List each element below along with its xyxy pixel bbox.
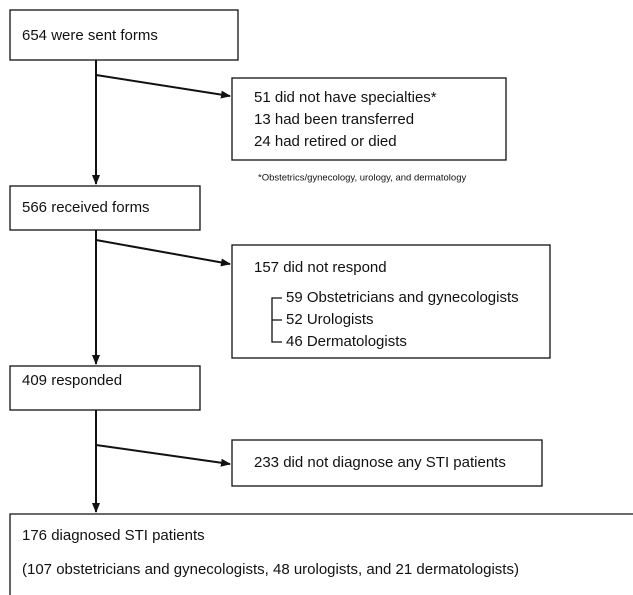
branch-arrow bbox=[95, 239, 231, 267]
box bbox=[231, 77, 507, 161]
bracket bbox=[271, 297, 282, 343]
box-label: 233 did not diagnose any STI patients bbox=[254, 454, 506, 471]
box-line: (107 obstetricians and gynecologists, 48… bbox=[22, 561, 519, 578]
box-label: 157 did not respond bbox=[254, 259, 387, 276]
branch-arrow bbox=[95, 74, 231, 99]
branch-arrow bbox=[95, 444, 231, 467]
box-sub: 52 Urologists bbox=[286, 311, 374, 328]
box-line: 176 diagnosed STI patients bbox=[22, 527, 205, 544]
box-sub: 59 Obstetricians and gynecologists bbox=[286, 289, 519, 306]
box-line: 13 had been transferred bbox=[254, 111, 414, 128]
box bbox=[9, 365, 201, 411]
footnote: *Obstetrics/gynecology, urology, and der… bbox=[258, 173, 466, 184]
box bbox=[231, 439, 543, 487]
box-line: 24 had retired or died bbox=[254, 133, 397, 150]
box-label: 409 responded bbox=[22, 372, 122, 389]
box bbox=[9, 185, 201, 231]
box bbox=[9, 513, 633, 595]
box-line: 51 did not have specialties* bbox=[254, 89, 437, 106]
box-sub: 46 Dermatologists bbox=[286, 333, 407, 350]
box-label: 654 were sent forms bbox=[22, 27, 158, 44]
box-label: 566 received forms bbox=[22, 199, 150, 216]
box bbox=[9, 9, 239, 61]
box bbox=[231, 244, 551, 359]
